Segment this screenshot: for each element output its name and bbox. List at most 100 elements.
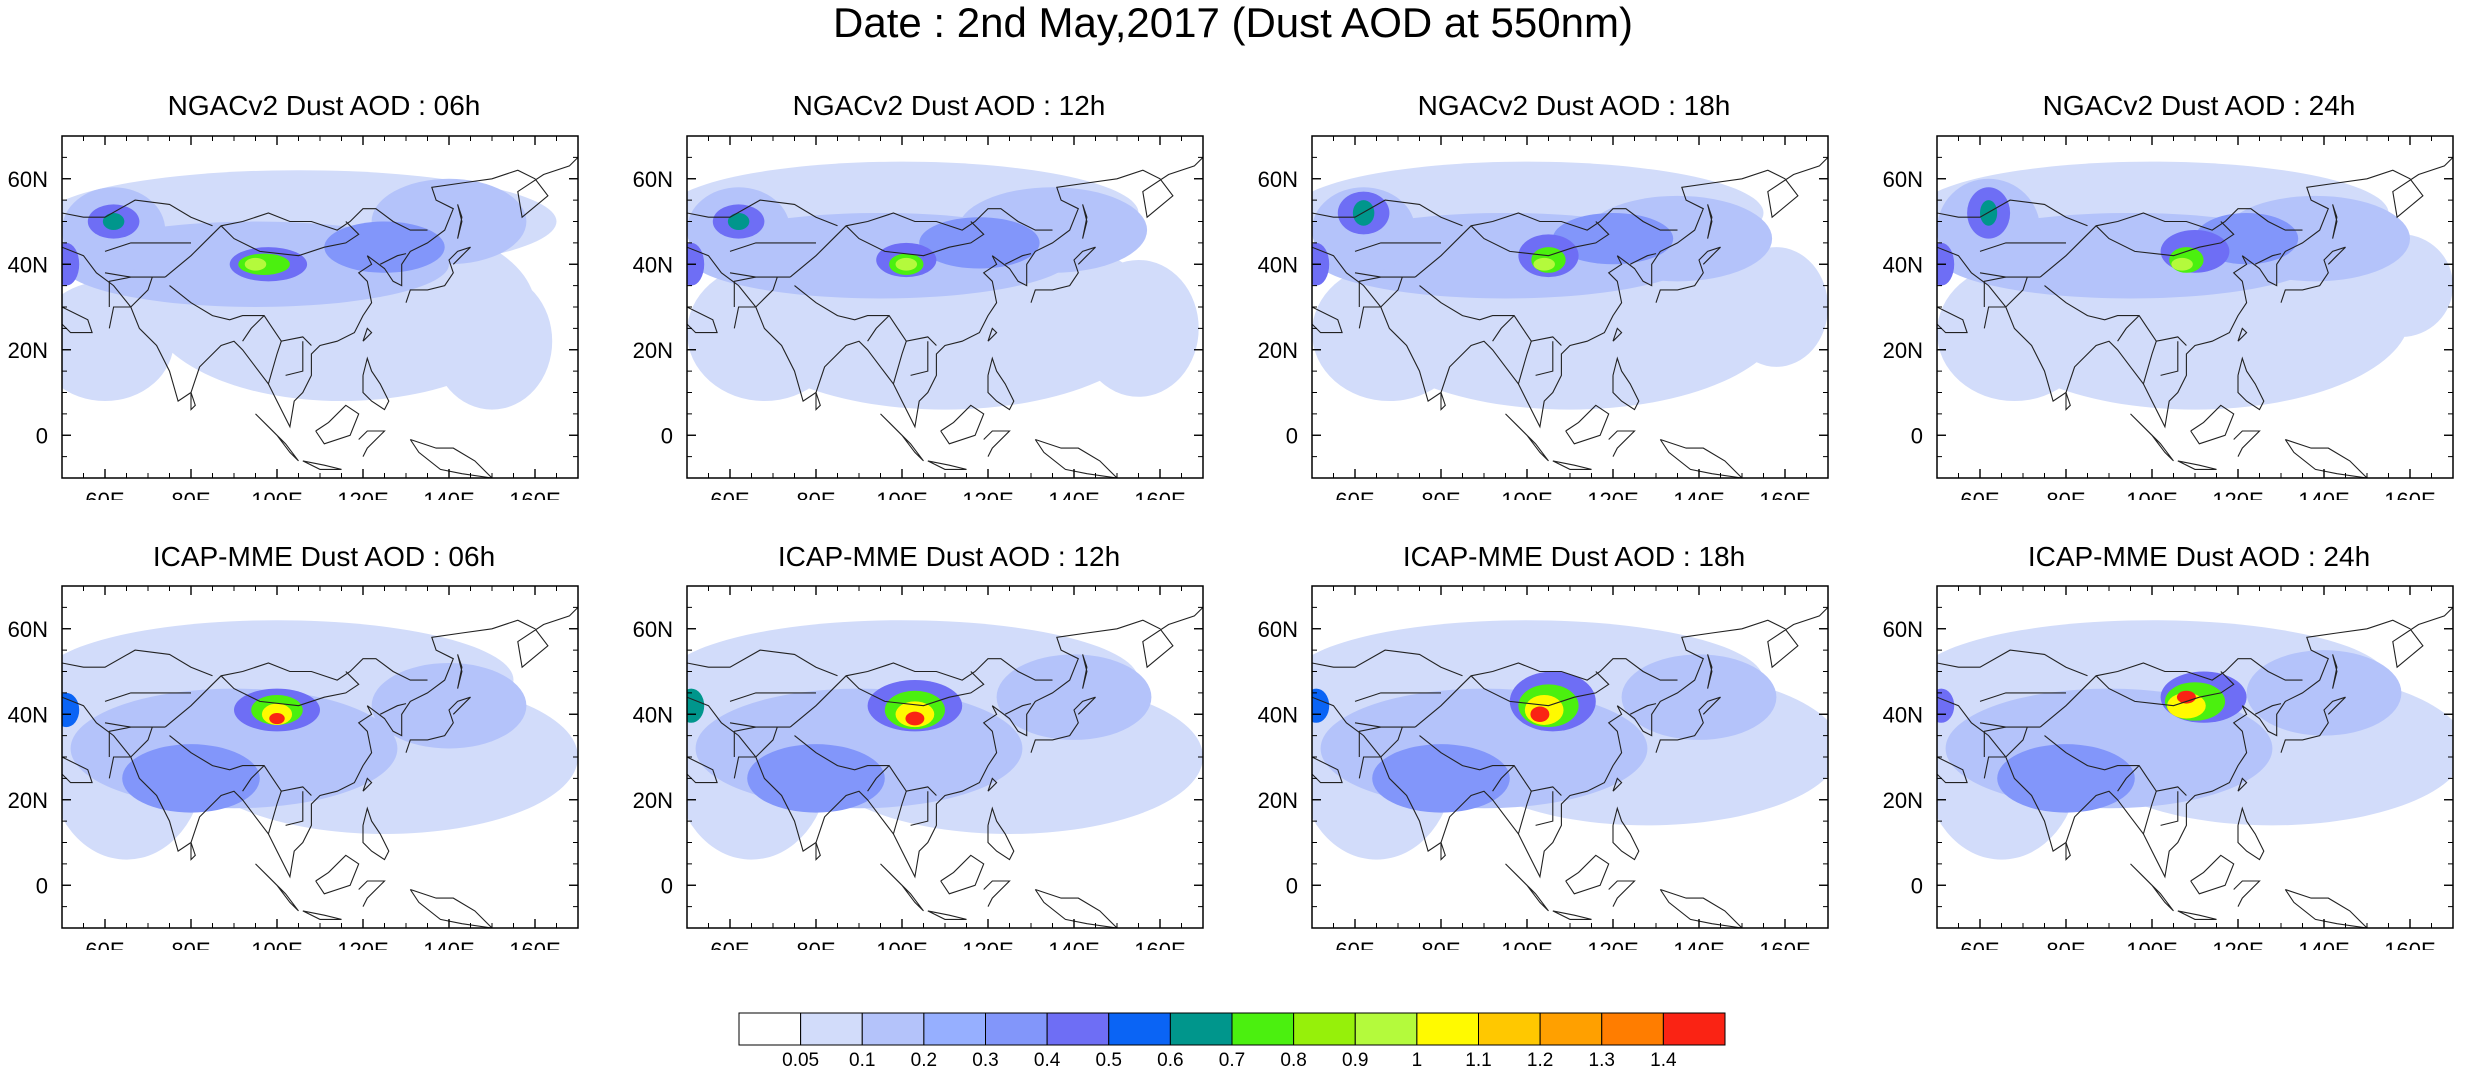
coastline (1354, 722, 1416, 728)
y-tick-label: 40N (1258, 252, 1298, 277)
coastline (1358, 276, 1403, 329)
colorbar-swatch (1046, 1012, 1110, 1046)
coastline (315, 854, 360, 895)
aod-field (687, 586, 1203, 928)
aod-blob (1724, 247, 1828, 367)
x-tick-label: 120E (337, 938, 388, 950)
coastline (1312, 649, 1463, 677)
aod-blob (324, 221, 445, 273)
coastline (867, 765, 890, 792)
coastline (1082, 654, 1088, 689)
aod-blob (747, 744, 885, 813)
coastline (1565, 404, 1610, 445)
coastline (733, 726, 756, 757)
coastline (302, 910, 342, 920)
coastline (255, 863, 299, 912)
coastline (815, 392, 821, 411)
coastline (1470, 221, 1610, 257)
panel-title: ICAP-MME Dust AOD : 18h (1402, 541, 1746, 572)
coastline (845, 221, 985, 257)
coastline (2130, 863, 2174, 912)
coastline (1034, 438, 1118, 478)
panel-title: NGACv2 Dust AOD : 06h (167, 90, 481, 121)
coastline (379, 253, 407, 265)
coastline (62, 649, 213, 677)
coastline (1937, 756, 1968, 784)
coastline (1358, 726, 1381, 757)
x-tick-label: 60E (1960, 938, 1999, 950)
coastline (1629, 703, 1657, 715)
coastline (409, 888, 493, 928)
coastline (2284, 438, 2368, 478)
coastline (729, 722, 791, 728)
aod-blob (1552, 212, 1674, 265)
coastline (1358, 276, 1381, 307)
coastline (169, 285, 312, 346)
coastline (1004, 253, 1032, 265)
coastline (687, 649, 838, 677)
coastline (315, 404, 360, 445)
x-tick-label: 80E (171, 488, 210, 500)
colorbar-label: 1 (1412, 1050, 1423, 1070)
coastline (1983, 276, 2006, 307)
coastline (983, 880, 1011, 907)
map-panel: 60E 80E 100E 120E 140E 160E 0 20N 40N 60N (1875, 128, 2465, 500)
colorbar-swatch (800, 1012, 863, 1046)
aod-field (62, 136, 578, 478)
coastline (1655, 246, 1721, 303)
map-panel: 60E 80E 100E 120E 140E 160E 0 20N 40N 60N (1875, 578, 2465, 950)
x-tick-label: 80E (1421, 938, 1460, 950)
map-panel: 60E 80E 100E 120E 140E 160E 0 20N 40N 60N (0, 578, 590, 950)
coastline (457, 204, 463, 239)
coastline (1492, 765, 1515, 792)
coastline (880, 413, 924, 462)
coastline (2237, 806, 2265, 861)
coastline (2130, 413, 2174, 462)
x-tick-label: 100E (1501, 938, 1552, 950)
coastline (2142, 341, 2157, 385)
aod-blob (1352, 200, 1375, 226)
y-tick-label: 40N (1258, 702, 1298, 727)
x-tick-label: 100E (876, 488, 927, 500)
coastline (1659, 888, 1743, 928)
map-panel: 60E 80E 100E 120E 140E 160E 0 20N 40N 60N (1250, 578, 1840, 950)
y-tick-label: 60N (633, 167, 673, 192)
aod-blob (727, 212, 750, 231)
coastline (687, 157, 1203, 429)
coastline (2280, 696, 2346, 753)
coastline (927, 910, 967, 920)
coastline (1034, 888, 1118, 928)
colorbar-label: 0.5 (1096, 1050, 1122, 1070)
colorbar-label: 0.1 (849, 1050, 875, 1070)
coastline (1937, 607, 2453, 879)
y-tick-label: 60N (1883, 617, 1923, 642)
coastline (1937, 306, 1968, 334)
coastline (794, 285, 937, 346)
coastline (1030, 246, 1096, 303)
coastline (255, 413, 299, 462)
coastline (1979, 692, 2066, 702)
coastline (845, 671, 985, 707)
panel-title: NGACv2 Dust AOD : 18h (1417, 90, 1731, 121)
coastline (1655, 696, 1721, 753)
coastline (1004, 703, 1032, 715)
y-tick-label: 0 (1911, 423, 1923, 448)
y-tick-label: 60N (1258, 167, 1298, 192)
coastline (2280, 246, 2346, 303)
y-tick-label: 60N (8, 617, 48, 642)
x-tick-label: 80E (1421, 488, 1460, 500)
colorbar-swatch (1662, 1012, 1726, 1046)
dust-aod-map: 60E 80E 100E 120E 140E 160E 0 20N 40N 60N (633, 585, 1204, 950)
coastline (2177, 460, 2217, 470)
coastline (1659, 438, 1743, 478)
colorbar-swatch (1169, 1012, 1233, 1046)
coastline (1492, 315, 1515, 342)
aod-blob (1078, 259, 1199, 397)
coastline (789, 208, 1053, 278)
page-title: Date : 2nd May,2017 (Dust AOD at 550nm) (833, 0, 1633, 46)
coastline (1535, 791, 1554, 826)
coastline (1312, 607, 1828, 879)
y-tick-label: 0 (36, 423, 48, 448)
coastline (2237, 327, 2248, 342)
coastline (457, 654, 463, 689)
